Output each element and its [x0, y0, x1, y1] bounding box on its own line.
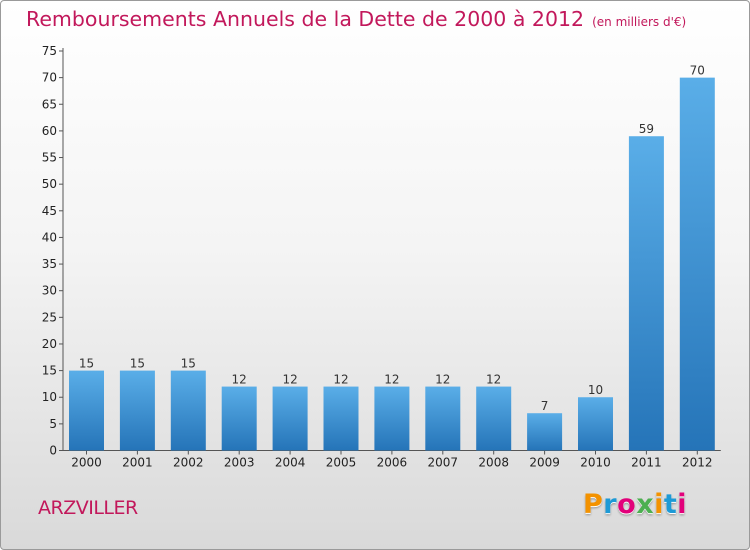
y-tick-label: 10	[42, 390, 57, 404]
x-tick-label: 2004	[275, 456, 306, 470]
data-label: 15	[130, 357, 145, 371]
bar	[578, 397, 613, 451]
data-label: 7	[541, 399, 549, 413]
data-label: 12	[435, 373, 450, 387]
y-tick-label: 55	[42, 151, 57, 165]
bar	[628, 136, 664, 451]
y-tick-label: 35	[42, 257, 57, 271]
x-tick-label: 2007	[428, 456, 459, 470]
bar	[374, 386, 410, 451]
bar	[476, 386, 512, 451]
logo-letter: i	[677, 489, 688, 520]
y-tick-label: 0	[49, 444, 57, 458]
data-label: 12	[486, 373, 501, 387]
bar	[527, 413, 563, 451]
data-label: 15	[79, 357, 94, 371]
logo-letter: i	[654, 489, 664, 520]
x-tick-label: 2006	[377, 456, 408, 470]
x-tick-label: 2003	[224, 456, 255, 470]
y-tick-label: 30	[42, 284, 57, 298]
x-tick-label: 2005	[326, 456, 357, 470]
y-tick-label: 70	[42, 71, 57, 85]
x-tick-label: 2000	[71, 456, 102, 470]
data-label: 12	[282, 373, 297, 387]
x-tick-label: 2009	[529, 456, 560, 470]
y-tick-label: 75	[42, 44, 57, 58]
commune-name: ARZVILLER	[38, 497, 138, 519]
bar	[323, 386, 359, 451]
data-label: 12	[232, 373, 247, 387]
logo-letter: t	[663, 489, 678, 520]
y-tick-label: 60	[42, 124, 57, 138]
y-tick-label: 20	[42, 337, 57, 351]
x-tick-label: 2002	[173, 456, 204, 470]
title-text: Remboursements Annuels de la Dette de 20…	[26, 7, 585, 31]
y-tick-label: 50	[42, 177, 57, 191]
data-label: 15	[181, 357, 196, 371]
data-label: 70	[690, 64, 705, 78]
data-label: 12	[384, 373, 399, 387]
data-label: 12	[333, 373, 348, 387]
y-tick-label: 45	[42, 204, 57, 218]
chart-title: Remboursements Annuels de la Dette de 20…	[26, 7, 686, 31]
logo-letter: o	[617, 489, 637, 520]
bar	[69, 370, 104, 451]
bar	[679, 77, 715, 451]
proxiti-logo: Proxiti	[583, 489, 687, 520]
x-tick-label: 2010	[580, 456, 611, 470]
data-label: 59	[639, 122, 654, 136]
y-tick-label: 65	[42, 97, 57, 111]
bar	[170, 370, 206, 451]
x-tick-label: 2001	[122, 456, 153, 470]
y-tick-label: 25	[42, 310, 57, 324]
x-tick-label: 2012	[682, 456, 713, 470]
bar	[119, 370, 155, 451]
logo-letter: r	[603, 489, 618, 520]
bar	[221, 386, 257, 451]
logo-letter: x	[636, 489, 655, 520]
y-tick-label: 15	[42, 364, 57, 378]
bar	[272, 386, 308, 451]
bar	[425, 386, 461, 451]
logo-letter: P	[583, 489, 604, 520]
y-tick-label: 5	[49, 417, 57, 431]
y-tick-label: 40	[42, 230, 57, 244]
title-unit: (en milliers d'€)	[592, 15, 687, 29]
x-tick-label: 2008	[478, 456, 509, 470]
x-tick-label: 2011	[631, 456, 662, 470]
data-label: 10	[588, 383, 603, 397]
